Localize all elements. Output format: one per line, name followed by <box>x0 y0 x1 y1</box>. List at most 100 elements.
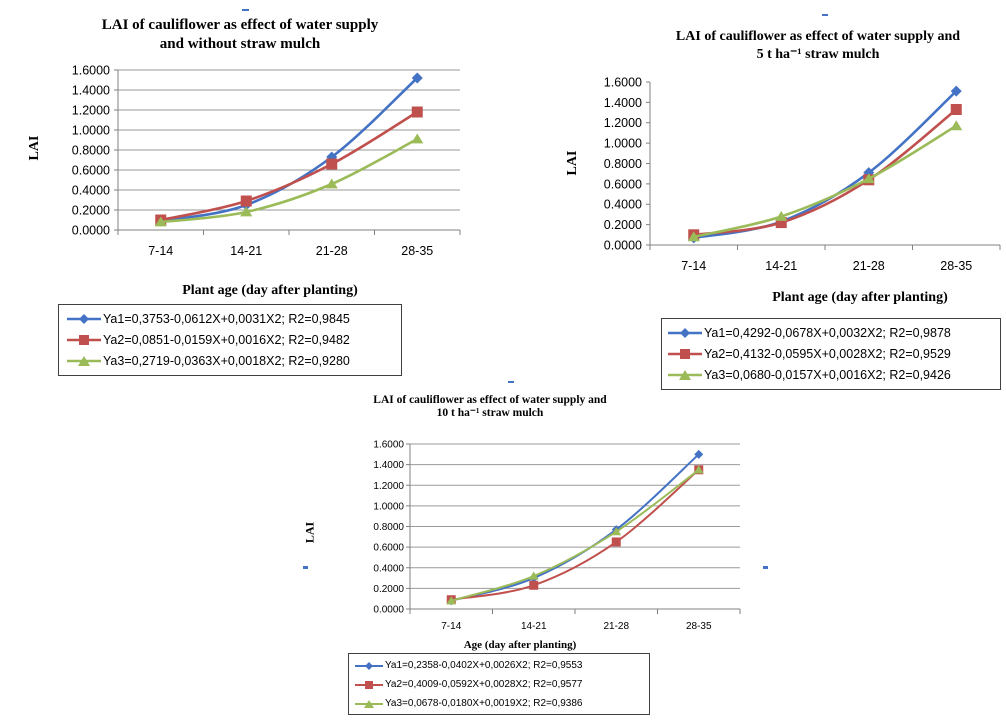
y-tick-label: 1.2000 <box>373 481 404 492</box>
chart-title-line-1: LAI of cauliflower as effect of water su… <box>675 29 961 44</box>
y-tick-label: 0.2000 <box>604 218 642 232</box>
chart-plot: 0.0000 0.2000 0.4000 0.6000 0.8000 1.0000 1.20… <box>373 440 741 632</box>
legend-label: Ya1=0,4292-0,0678X+0,0032X2; R2=0,9878 <box>704 325 951 340</box>
x-axis-label: Age (day after planting) <box>463 639 577 651</box>
legend-marker-diamond <box>355 661 383 670</box>
stray-mark <box>822 14 828 16</box>
series-line <box>693 90 958 240</box>
legend-marker-square <box>668 348 702 359</box>
data-point-triangle <box>862 173 875 184</box>
y-tick-label: 0.0000 <box>373 605 404 616</box>
data-point-triangle <box>775 210 788 221</box>
legend-marker-diamond <box>668 327 702 338</box>
y-tick-label: 1.0000 <box>604 137 642 151</box>
data-point-square <box>529 580 539 590</box>
data-point-square <box>240 195 252 207</box>
legend-item-ya3: Ya3=0,0680-0,0157X+0,0016X2; R2=0,9426 <box>666 364 996 385</box>
data-point-diamond <box>950 85 962 97</box>
series-line <box>160 110 418 222</box>
x-tick-label: 14-21 <box>521 621 547 632</box>
legend-label: Ya2=0,4132-0,0595X+0,0028X2; R2=0,9529 <box>704 346 951 361</box>
y-tick-label: 0.6000 <box>72 163 110 177</box>
chart-title-line-2: and without straw mulch <box>159 35 321 52</box>
series-line <box>451 469 700 601</box>
legend-item-ya1: Ya1=0,3753-0,0612X+0,0031X2; R2=0,9845 <box>65 308 395 329</box>
data-point-diamond <box>411 72 423 84</box>
legend-label: Ya2=0,4009-0,0592X+0,0028X2; R2=0,9577 <box>385 679 583 690</box>
chart-title-line-2: 5 t ha⁻¹ straw mulch <box>756 46 880 62</box>
y-tick-label: 1.2000 <box>604 116 642 130</box>
x-tick-label: 28-35 <box>401 244 433 258</box>
legend-item-ya3: Ya3=0,0678-0,0180X+0,0019X2; R2=0,9386 <box>353 694 645 713</box>
y-tick-label: 1.0000 <box>72 123 110 137</box>
x-tick-label: 7-14 <box>148 244 173 258</box>
data-point-triangle <box>687 231 700 242</box>
data-point-square <box>950 104 962 116</box>
y-tick-label: 1.6000 <box>604 75 642 89</box>
legend-label: Ya3=0,0680-0,0157X+0,0016X2; R2=0,9426 <box>704 367 951 382</box>
data-point-square <box>775 217 787 229</box>
y-tick-label: 0.4000 <box>72 183 110 197</box>
y-tick-label: 0.6000 <box>604 177 642 191</box>
stray-mark <box>763 566 768 569</box>
chart-panel-no-mulch: LAI of cauliflower as effect of water su… <box>0 0 470 380</box>
x-tick-label: 21-28 <box>603 621 629 632</box>
x-axis-label: Plant age (day after planting) <box>182 283 358 298</box>
legend-marker-square <box>67 334 101 345</box>
chart-title-line-1: LAI of cauliflower as effect of water su… <box>101 17 379 33</box>
y-tick-label: 1.4000 <box>72 83 110 97</box>
legend-label: Ya1=0,3753-0,0612X+0,0031X2; R2=0,9845 <box>103 311 350 326</box>
series-line <box>693 124 957 239</box>
data-point-triangle <box>325 178 338 189</box>
legend-item-ya2: Ya2=0,0851-0,0159X+0,0016X2; R2=0,9482 <box>65 329 395 350</box>
legend-marker-diamond <box>67 313 101 324</box>
data-point-triangle <box>154 216 167 227</box>
chart-panel-10t-mulch: LAI of cauliflower as effect of water su… <box>300 390 741 720</box>
y-tick-label: 1.0000 <box>373 501 404 512</box>
y-tick-label: 0.0000 <box>604 238 642 252</box>
y-tick-label: 0.8000 <box>604 157 642 171</box>
chart-title: LAI of cauliflower as effect of water su… <box>340 394 640 420</box>
data-point-square <box>611 537 621 547</box>
stray-mark <box>508 381 514 383</box>
data-point-triangle <box>446 596 457 605</box>
legend: Ya1=0,3753-0,0612X+0,0031X2; R2=0,9845 Y… <box>58 304 402 376</box>
legend-item-ya1: Ya1=0,4292-0,0678X+0,0032X2; R2=0,9878 <box>666 322 996 343</box>
legend-marker-triangle <box>668 369 702 380</box>
data-point-triangle <box>693 465 704 474</box>
y-tick-label: 0.2000 <box>72 203 110 217</box>
data-point-triangle <box>528 571 539 580</box>
legend-marker-square <box>355 680 383 689</box>
y-tick-label: 0.2000 <box>373 584 404 595</box>
data-point-triangle <box>411 133 424 144</box>
data-point-square <box>411 106 423 118</box>
chart-plot: 0.0000 0.2000 0.4000 0.6000 0.8000 1.0000 1.20… <box>604 75 1001 273</box>
x-tick-label: 21-28 <box>853 259 885 273</box>
y-tick-label: 1.6000 <box>373 440 404 451</box>
x-tick-label: 14-21 <box>230 244 262 258</box>
x-tick-label: 28-35 <box>940 259 972 273</box>
legend-marker-triangle <box>355 699 383 708</box>
legend: Ya1=0,2358-0,0402X+0,0026X2; R2=0,9553 Y… <box>348 653 650 715</box>
y-tick-label: 1.6000 <box>72 63 110 77</box>
x-tick-label: 21-28 <box>316 244 348 258</box>
y-tick-label: 1.2000 <box>72 103 110 117</box>
legend-item-ya2: Ya2=0,4132-0,0595X+0,0028X2; R2=0,9529 <box>666 343 996 364</box>
y-tick-label: 0.8000 <box>373 522 404 533</box>
legend: Ya1=0,4292-0,0678X+0,0032X2; R2=0,9878 Y… <box>661 318 1001 390</box>
data-point-triangle <box>950 120 963 131</box>
stray-mark <box>242 9 249 11</box>
x-axis-label: Plant age (day after planting) <box>772 290 948 305</box>
y-tick-label: 1.4000 <box>373 460 404 471</box>
chart-panel-5t-mulch: LAI of cauliflower as effect of water su… <box>560 0 1006 395</box>
data-point-diamond <box>694 449 704 459</box>
data-point-triangle <box>240 206 253 217</box>
chart-title: LAI of cauliflower as effect of water su… <box>630 28 1006 63</box>
y-tick-label: 0.6000 <box>373 543 404 554</box>
legend-item-ya2: Ya2=0,4009-0,0592X+0,0028X2; R2=0,9577 <box>353 675 645 694</box>
x-tick-label: 7-14 <box>441 621 461 632</box>
data-point-square <box>326 158 338 170</box>
y-tick-label: 1.4000 <box>604 96 642 110</box>
y-tick-label: 0.0000 <box>72 223 110 237</box>
legend-label: Ya1=0,2358-0,0402X+0,0026X2; R2=0,9553 <box>385 660 583 671</box>
